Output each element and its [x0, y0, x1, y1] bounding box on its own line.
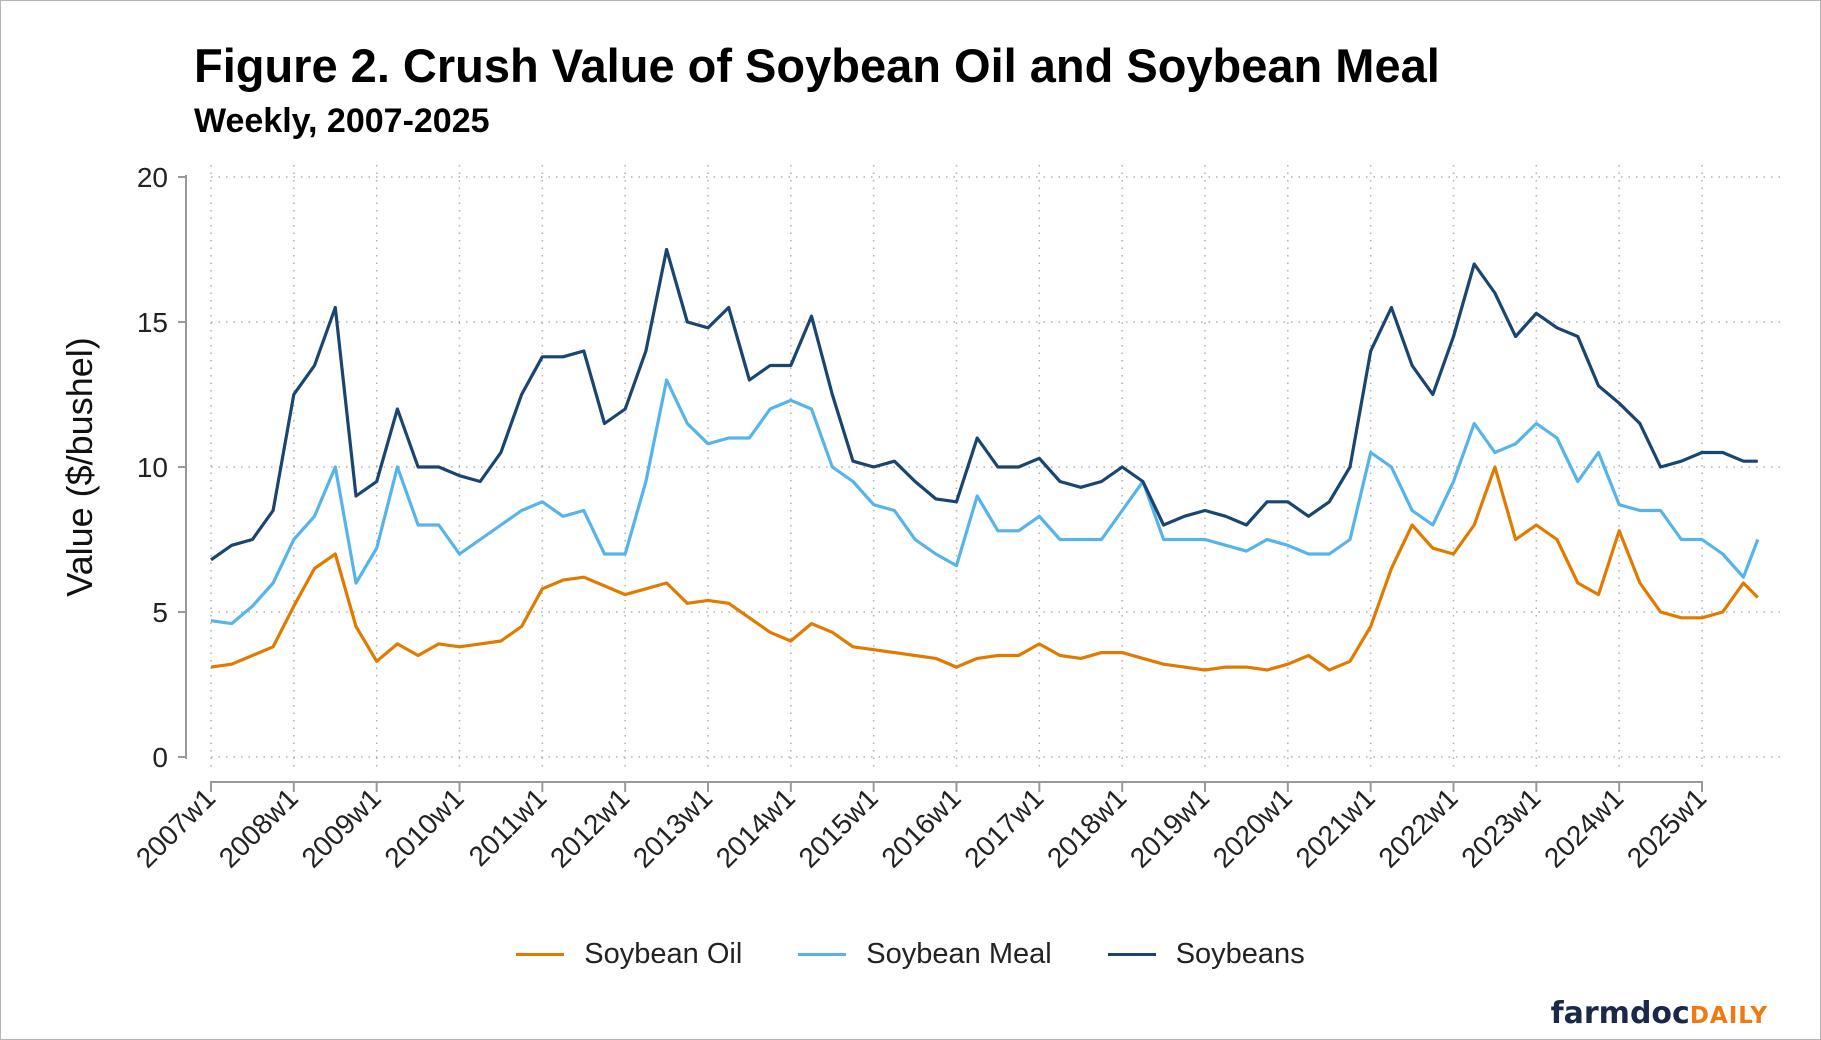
- x-tick-label: 2018w1: [1041, 782, 1132, 873]
- legend-swatch: [516, 953, 565, 956]
- series-line-soybean-oil: [210, 465, 1759, 672]
- x-tick-label: 2024w1: [1538, 782, 1629, 873]
- y-tick-label: 5: [152, 597, 168, 628]
- farmdoc-daily-logo: farmdocDAILY: [1551, 996, 1768, 1031]
- x-tick-label: 2016w1: [875, 782, 966, 873]
- x-tick-label: 2009w1: [296, 782, 387, 873]
- series-lines: [210, 247, 1760, 672]
- x-tick-label: 2010w1: [378, 782, 469, 873]
- x-tick-label: 2020w1: [1207, 782, 1298, 873]
- y-tick-label: 10: [137, 452, 168, 483]
- legend-swatch: [1107, 953, 1156, 956]
- x-tick-label: 2008w1: [213, 782, 304, 873]
- legend-swatch: [798, 953, 847, 956]
- legend: Soybean Oil Soybean Meal Soybeans: [0, 938, 1821, 971]
- x-tick-label: 2023w1: [1455, 782, 1546, 873]
- y-tick-label: 0: [152, 742, 168, 773]
- x-tick-label: 2022w1: [1372, 782, 1463, 873]
- x-tick-label: 2021w1: [1290, 782, 1381, 873]
- legend-item-soybeans: Soybeans: [1107, 938, 1305, 971]
- x-tick-label: 2014w1: [710, 782, 801, 873]
- legend-label: Soybeans: [1175, 938, 1305, 970]
- logo-text: farmdoc: [1550, 996, 1690, 1031]
- axes: 051015202007w12008w12009w12010w12011w120…: [130, 162, 1712, 874]
- x-tick-label: 2013w1: [627, 782, 718, 873]
- legend-label: Soybean Meal: [866, 938, 1052, 970]
- series-line-soybeans: [210, 247, 1758, 562]
- y-tick-label: 15: [137, 307, 168, 338]
- series-line-soybean-meal: [210, 378, 1760, 626]
- chart-title: Figure 2. Crush Value of Soybean Oil and…: [194, 39, 1440, 92]
- legend-label: Soybean Oil: [584, 938, 743, 970]
- chart-subtitle: Weekly, 2007-2025: [194, 102, 490, 140]
- x-tick-label: 2025w1: [1621, 782, 1712, 873]
- legend-item-soybean-oil: Soybean Oil: [516, 938, 742, 971]
- x-tick-label: 2007w1: [130, 782, 221, 873]
- x-tick-label: 2012w1: [544, 782, 635, 873]
- x-tick-label: 2017w1: [958, 782, 1049, 873]
- legend-item-soybean-meal: Soybean Meal: [798, 938, 1052, 971]
- y-axis-label: Value ($/bushel): [59, 337, 100, 597]
- y-tick-label: 20: [137, 162, 168, 193]
- x-tick-label: 2011w1: [463, 782, 553, 872]
- x-tick-label: 2015w1: [793, 782, 884, 873]
- logo-text: DAILY: [1689, 1003, 1768, 1029]
- x-tick-label: 2019w1: [1124, 782, 1215, 873]
